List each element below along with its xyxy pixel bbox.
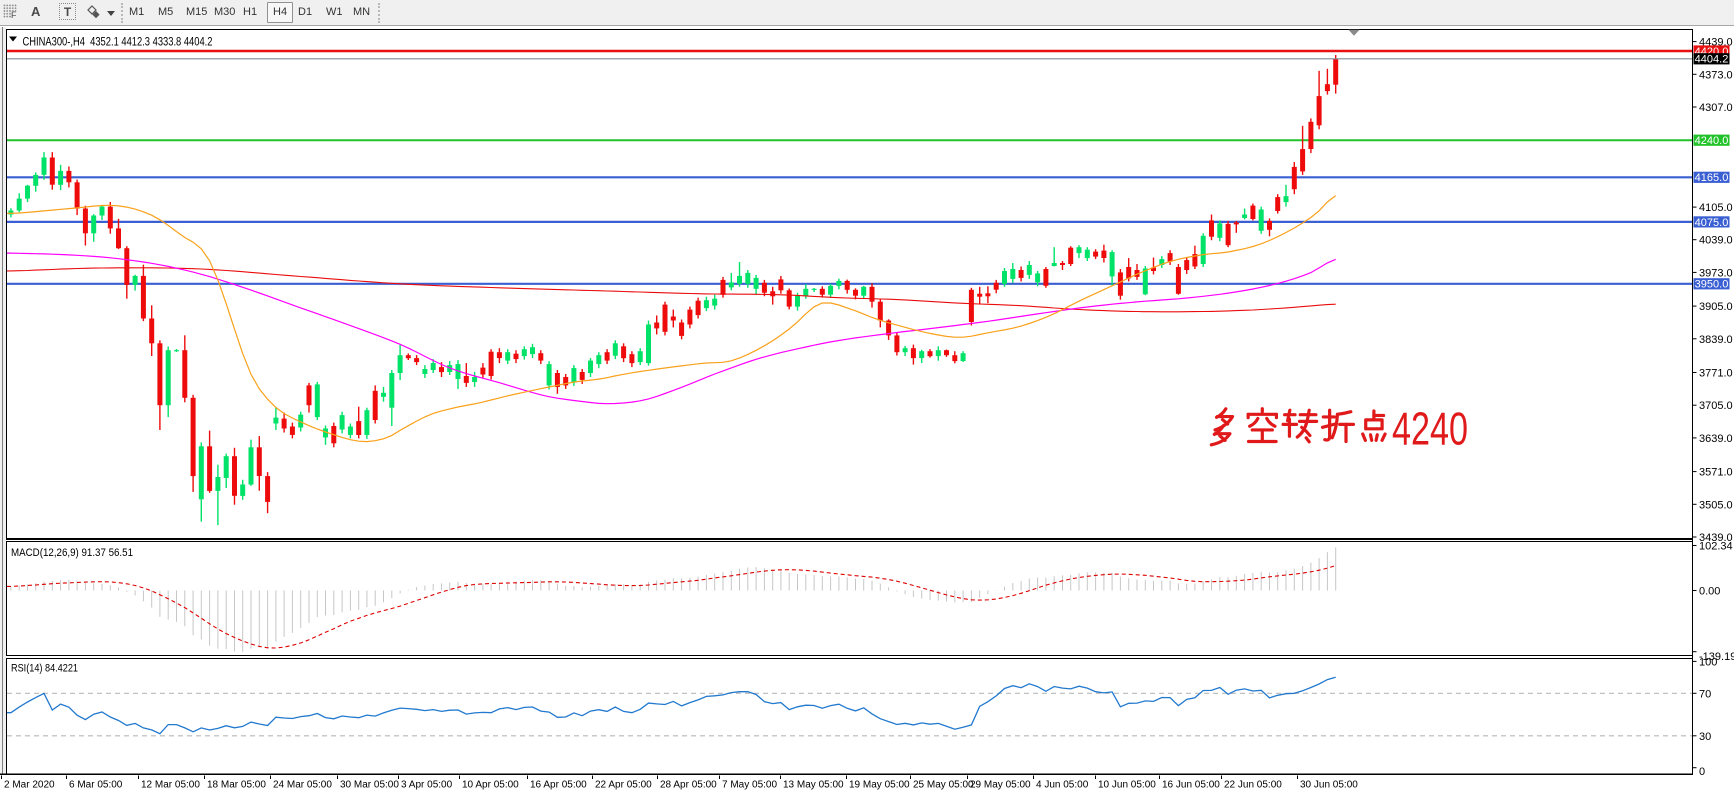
svg-text:7 May 05:00: 7 May 05:00 — [722, 780, 777, 791]
svg-text:30 Mar 05:00: 30 Mar 05:00 — [340, 780, 399, 791]
svg-text:4 Jun 05:00: 4 Jun 05:00 — [1036, 780, 1089, 791]
svg-text:4240: 4240 — [1392, 403, 1468, 455]
svg-text:MACD(12,26,9) 91.37 56.51: MACD(12,26,9) 91.37 56.51 — [11, 547, 133, 559]
svg-text:3973.0: 3973.0 — [1699, 267, 1733, 279]
svg-text:3905.0: 3905.0 — [1699, 301, 1733, 313]
svg-text:4105.0: 4105.0 — [1699, 202, 1733, 214]
svg-text:70: 70 — [1699, 688, 1711, 700]
svg-text:3439.0: 3439.0 — [1699, 532, 1733, 544]
svg-text:30: 30 — [1699, 731, 1711, 743]
svg-text:RSI(14) 84.4221: RSI(14) 84.4221 — [11, 663, 78, 675]
svg-text:12 Mar 05:00: 12 Mar 05:00 — [141, 780, 200, 791]
svg-text:24 Mar 05:00: 24 Mar 05:00 — [273, 780, 332, 791]
svg-text:30 Jun 05:00: 30 Jun 05:00 — [1300, 780, 1358, 791]
svg-text:16 Jun 05:00: 16 Jun 05:00 — [1162, 780, 1220, 791]
svg-text:100: 100 — [1699, 656, 1717, 668]
svg-text:4165.0: 4165.0 — [1695, 172, 1729, 184]
svg-text:10 Apr 05:00: 10 Apr 05:00 — [462, 780, 519, 791]
svg-text:4240.0: 4240.0 — [1695, 135, 1729, 147]
svg-text:3705.0: 3705.0 — [1699, 400, 1733, 412]
svg-text:22 Jun 05:00: 22 Jun 05:00 — [1224, 780, 1282, 791]
svg-text:13 May 05:00: 13 May 05:00 — [783, 780, 844, 791]
svg-text:4307.0: 4307.0 — [1699, 102, 1733, 114]
svg-text:CHINA300-,H4 4352.1 4412.3 43: CHINA300-,H4 4352.1 4412.3 4333.8 4404.2 — [23, 37, 213, 49]
svg-text:16 Apr 05:00: 16 Apr 05:00 — [530, 780, 587, 791]
svg-text:25 May 05:00: 25 May 05:00 — [913, 780, 974, 791]
svg-text:6 Mar 05:00: 6 Mar 05:00 — [69, 780, 123, 791]
svg-text:0: 0 — [1699, 766, 1705, 778]
svg-text:19 May 05:00: 19 May 05:00 — [849, 780, 910, 791]
svg-text:3639.0: 3639.0 — [1699, 433, 1733, 445]
svg-text:0.00: 0.00 — [1699, 586, 1720, 598]
svg-text:-139.19: -139.19 — [1699, 651, 1734, 663]
svg-text:18 Mar 05:00: 18 Mar 05:00 — [207, 780, 266, 791]
svg-text:3950.0: 3950.0 — [1695, 279, 1729, 291]
svg-text:3839.0: 3839.0 — [1699, 334, 1733, 346]
svg-text:3 Apr 05:00: 3 Apr 05:00 — [401, 780, 453, 791]
svg-text:28 Apr 05:00: 28 Apr 05:00 — [660, 780, 717, 791]
svg-text:4039.0: 4039.0 — [1699, 235, 1733, 247]
svg-text:2 Mar 2020: 2 Mar 2020 — [4, 780, 55, 791]
svg-text:102.34: 102.34 — [1699, 541, 1733, 553]
svg-text:4075.0: 4075.0 — [1695, 217, 1729, 229]
svg-text:3571.0: 3571.0 — [1699, 467, 1733, 479]
svg-text:10 Jun 05:00: 10 Jun 05:00 — [1098, 780, 1156, 791]
svg-text:22 Apr 05:00: 22 Apr 05:00 — [595, 780, 652, 791]
svg-text:4373.0: 4373.0 — [1699, 69, 1733, 81]
svg-text:3771.0: 3771.0 — [1699, 368, 1733, 380]
svg-text:29 May 05:00: 29 May 05:00 — [970, 780, 1031, 791]
svg-text:4404.2: 4404.2 — [1695, 54, 1729, 66]
svg-text:3505.0: 3505.0 — [1699, 499, 1733, 511]
